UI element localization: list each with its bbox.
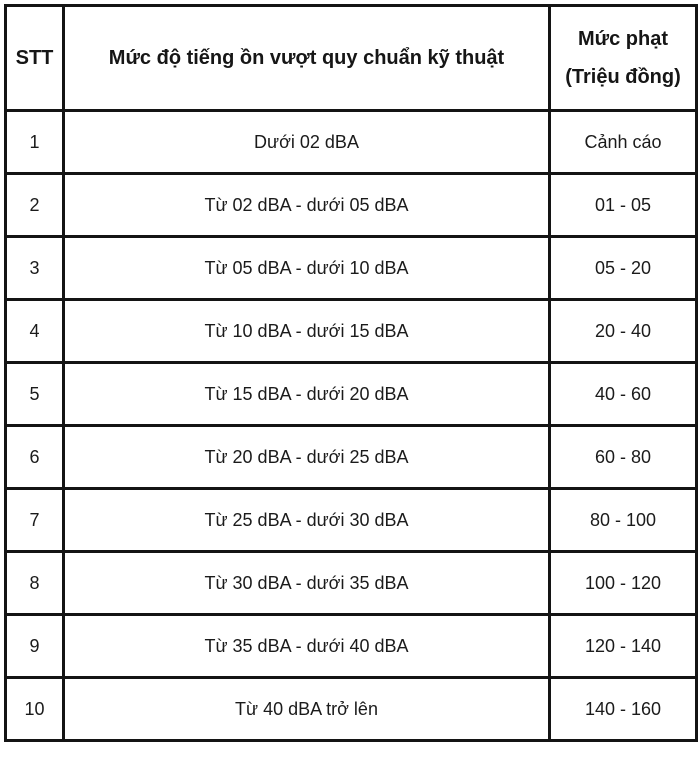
cell-level: Từ 10 dBA - dưới 15 dBA bbox=[62, 298, 551, 364]
table-row: 7 Từ 25 dBA - dưới 30 dBA 80 - 100 bbox=[4, 487, 698, 553]
cell-stt: 8 bbox=[4, 550, 65, 616]
cell-level: Từ 30 dBA - dưới 35 dBA bbox=[62, 550, 551, 616]
cell-fine: Cảnh cáo bbox=[548, 109, 698, 175]
cell-level: Từ 20 dBA - dưới 25 dBA bbox=[62, 424, 551, 490]
table-row: 4 Từ 10 dBA - dưới 15 dBA 20 - 40 bbox=[4, 298, 698, 364]
table-row: 1 Dưới 02 dBA Cảnh cáo bbox=[4, 109, 698, 175]
cell-stt: 6 bbox=[4, 424, 65, 490]
table-row: 6 Từ 20 dBA - dưới 25 dBA 60 - 80 bbox=[4, 424, 698, 490]
table-row: 3 Từ 05 dBA - dưới 10 dBA 05 - 20 bbox=[4, 235, 698, 301]
cell-fine: 01 - 05 bbox=[548, 172, 698, 238]
cell-stt: 9 bbox=[4, 613, 65, 679]
cell-level: Dưới 02 dBA bbox=[62, 109, 551, 175]
header-fine-line2: (Triệu đồng) bbox=[565, 66, 681, 88]
noise-fine-table: STT Mức độ tiếng ồn vượt quy chuẩn kỹ th… bbox=[4, 4, 698, 742]
header-cell-level: Mức độ tiếng ồn vượt quy chuẩn kỹ thuật bbox=[62, 4, 551, 112]
cell-stt: 7 bbox=[4, 487, 65, 553]
cell-fine: 100 - 120 bbox=[548, 550, 698, 616]
cell-fine: 20 - 40 bbox=[548, 298, 698, 364]
cell-fine: 120 - 140 bbox=[548, 613, 698, 679]
table-header-row: STT Mức độ tiếng ồn vượt quy chuẩn kỹ th… bbox=[4, 4, 698, 112]
table-row: 8 Từ 30 dBA - dưới 35 dBA 100 - 120 bbox=[4, 550, 698, 616]
cell-level: Từ 02 dBA - dưới 05 dBA bbox=[62, 172, 551, 238]
cell-fine: 140 - 160 bbox=[548, 676, 698, 742]
cell-fine: 40 - 60 bbox=[548, 361, 698, 427]
table-row: 10 Từ 40 dBA trở lên 140 - 160 bbox=[4, 676, 698, 742]
cell-level: Từ 05 dBA - dưới 10 dBA bbox=[62, 235, 551, 301]
header-cell-stt: STT bbox=[4, 4, 65, 112]
header-cell-fine: Mức phạt (Triệu đồng) bbox=[548, 4, 698, 112]
cell-level: Từ 35 dBA - dưới 40 dBA bbox=[62, 613, 551, 679]
cell-stt: 5 bbox=[4, 361, 65, 427]
table-row: 9 Từ 35 dBA - dưới 40 dBA 120 - 140 bbox=[4, 613, 698, 679]
table-row: 5 Từ 15 dBA - dưới 20 dBA 40 - 60 bbox=[4, 361, 698, 427]
cell-stt: 1 bbox=[4, 109, 65, 175]
cell-fine: 05 - 20 bbox=[548, 235, 698, 301]
cell-fine: 80 - 100 bbox=[548, 487, 698, 553]
cell-stt: 3 bbox=[4, 235, 65, 301]
cell-level: Từ 40 dBA trở lên bbox=[62, 676, 551, 742]
cell-level: Từ 15 dBA - dưới 20 dBA bbox=[62, 361, 551, 427]
header-fine-line1: Mức phạt bbox=[577, 28, 669, 50]
cell-stt: 2 bbox=[4, 172, 65, 238]
cell-level: Từ 25 dBA - dưới 30 dBA bbox=[62, 487, 551, 553]
table-row: 2 Từ 02 dBA - dưới 05 dBA 01 - 05 bbox=[4, 172, 698, 238]
cell-stt: 4 bbox=[4, 298, 65, 364]
cell-fine: 60 - 80 bbox=[548, 424, 698, 490]
cell-stt: 10 bbox=[4, 676, 65, 742]
